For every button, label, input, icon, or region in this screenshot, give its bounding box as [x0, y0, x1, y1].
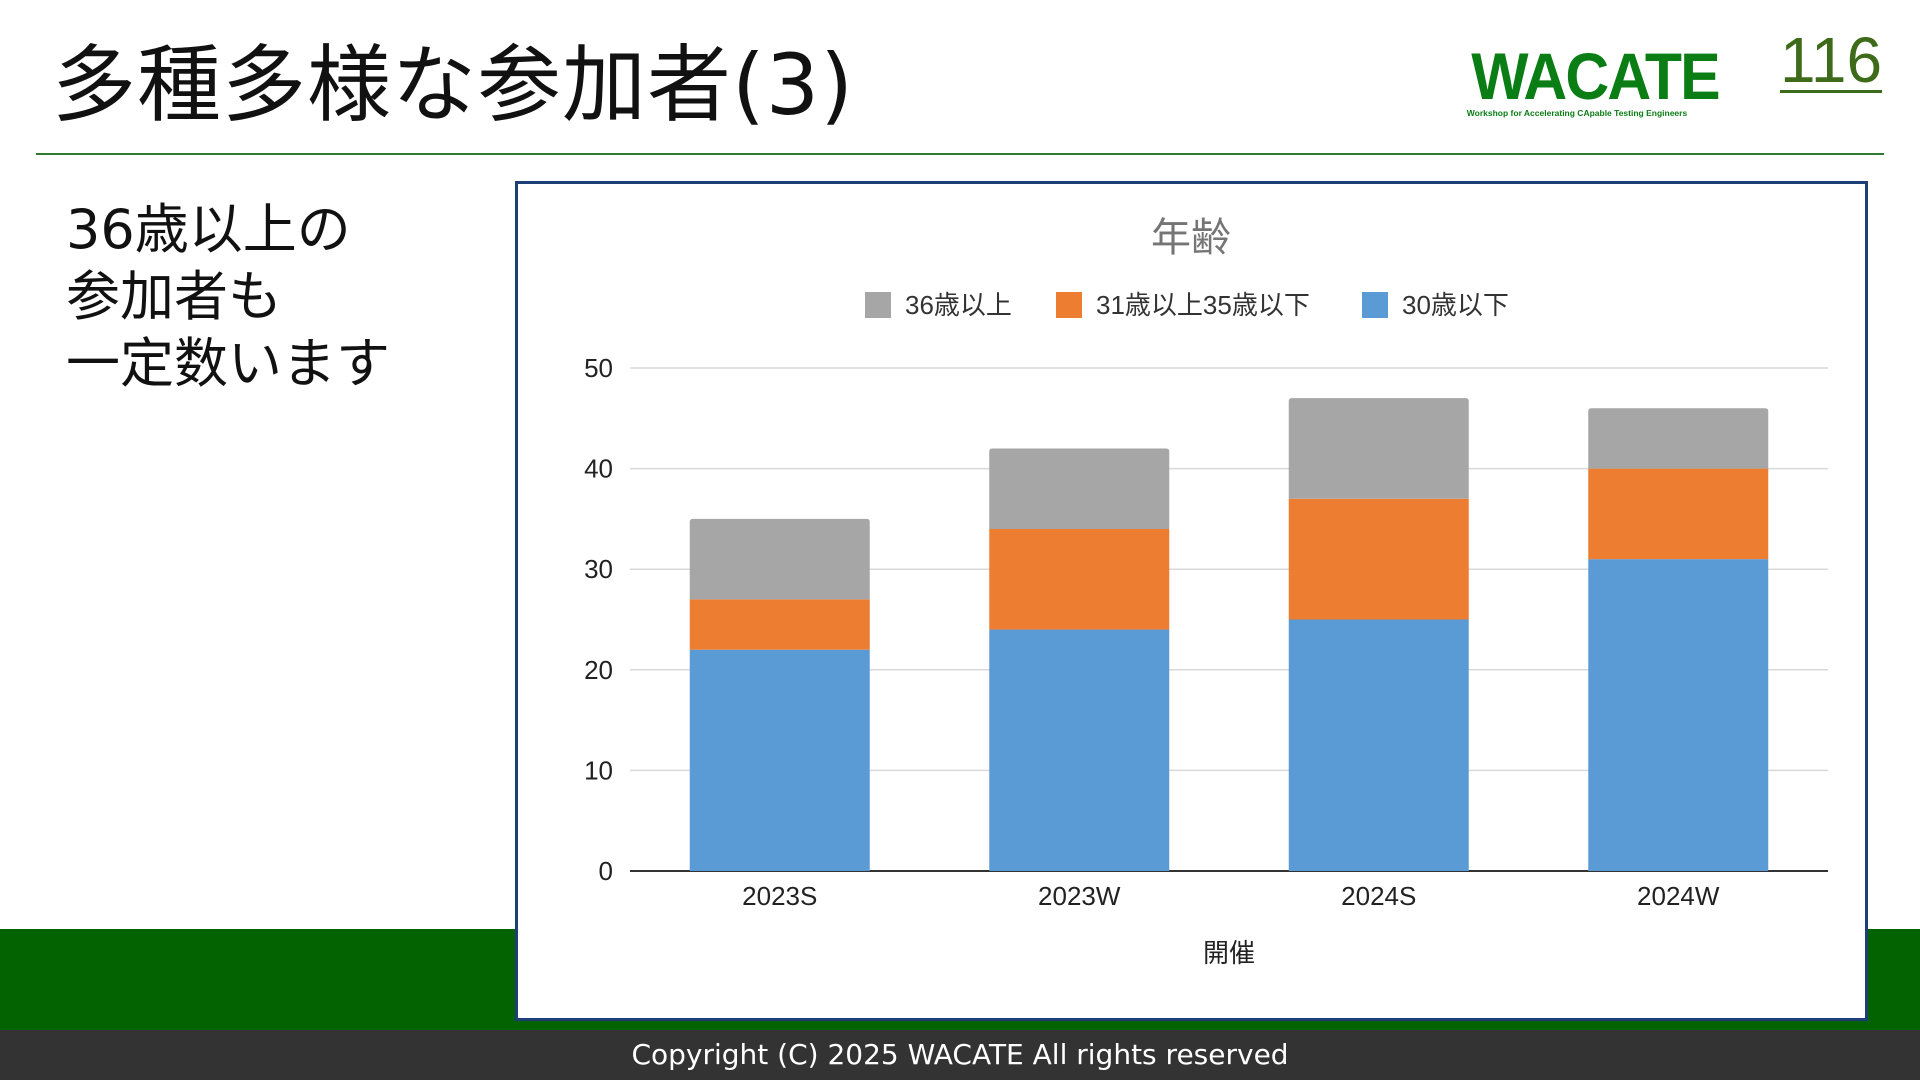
bar-segment	[1288, 619, 1469, 871]
y-tick-label: 20	[584, 655, 613, 685]
body-line: 36歳以上の	[66, 198, 351, 261]
bar-segment	[989, 629, 1170, 871]
logo-tagline: Workshop for Accelerating CApable Testin…	[1466, 108, 1688, 118]
slide-title: 多種多様な参加者(3)	[52, 36, 854, 134]
y-tick-label: 0	[599, 856, 613, 886]
bar-segment	[1588, 468, 1769, 560]
x-tick-label: 2023S	[742, 881, 817, 911]
y-tick-label: 10	[584, 755, 613, 785]
body-line: 一定数います	[66, 332, 390, 395]
chart-title: 年齢	[1151, 216, 1231, 260]
legend-swatch	[1362, 292, 1388, 318]
bar-segment	[689, 599, 870, 650]
y-tick-label: 40	[584, 454, 613, 484]
body-text: 36歳以上の 参加者も 一定数います	[66, 196, 486, 397]
bar-segment	[1588, 408, 1769, 469]
bar-segment	[989, 448, 1170, 529]
legend-label: 30歳以下	[1402, 290, 1509, 320]
y-tick-label: 50	[584, 353, 613, 383]
age-stacked-bar-chart: 年齢 0 10 20 30 40 50 36歳以上 31歳以上35歳以下 30歳以下 2023S 20…	[584, 216, 1828, 968]
bar-segment	[1288, 498, 1469, 620]
wacate-logo: WACATE Workshop for Accelerating CApable…	[1462, 39, 1721, 118]
x-tick-label: 2024S	[1341, 881, 1416, 911]
legend-label: 36歳以上	[905, 290, 1012, 320]
age-chart-frame: 年齢 0 10 20 30 40 50 36歳以上 31歳以上35歳以下 30歳以下 2023S 20…	[515, 181, 1868, 1021]
bar-segment	[689, 518, 870, 600]
bar-segment	[989, 528, 1170, 630]
x-axis-label: 開催	[1203, 938, 1255, 968]
bar-segment	[1288, 398, 1469, 499]
title-divider	[36, 153, 1884, 155]
logo-wordmark: WACATE	[1471, 39, 1720, 113]
page-number[interactable]: 116	[1780, 24, 1883, 96]
x-tick-label: 2024W	[1637, 881, 1720, 911]
bar-segment	[1588, 559, 1769, 871]
legend-swatch	[1056, 292, 1082, 318]
legend-label: 31歳以上35歳以下	[1096, 290, 1310, 320]
y-tick-label: 30	[584, 554, 613, 584]
x-tick-label: 2023W	[1038, 881, 1121, 911]
body-line: 参加者も	[66, 265, 282, 328]
bar-segment	[689, 649, 870, 871]
legend-swatch	[865, 292, 891, 318]
copyright-footer: Copyright (C) 2025 WACATE All rights res…	[0, 1030, 1920, 1080]
